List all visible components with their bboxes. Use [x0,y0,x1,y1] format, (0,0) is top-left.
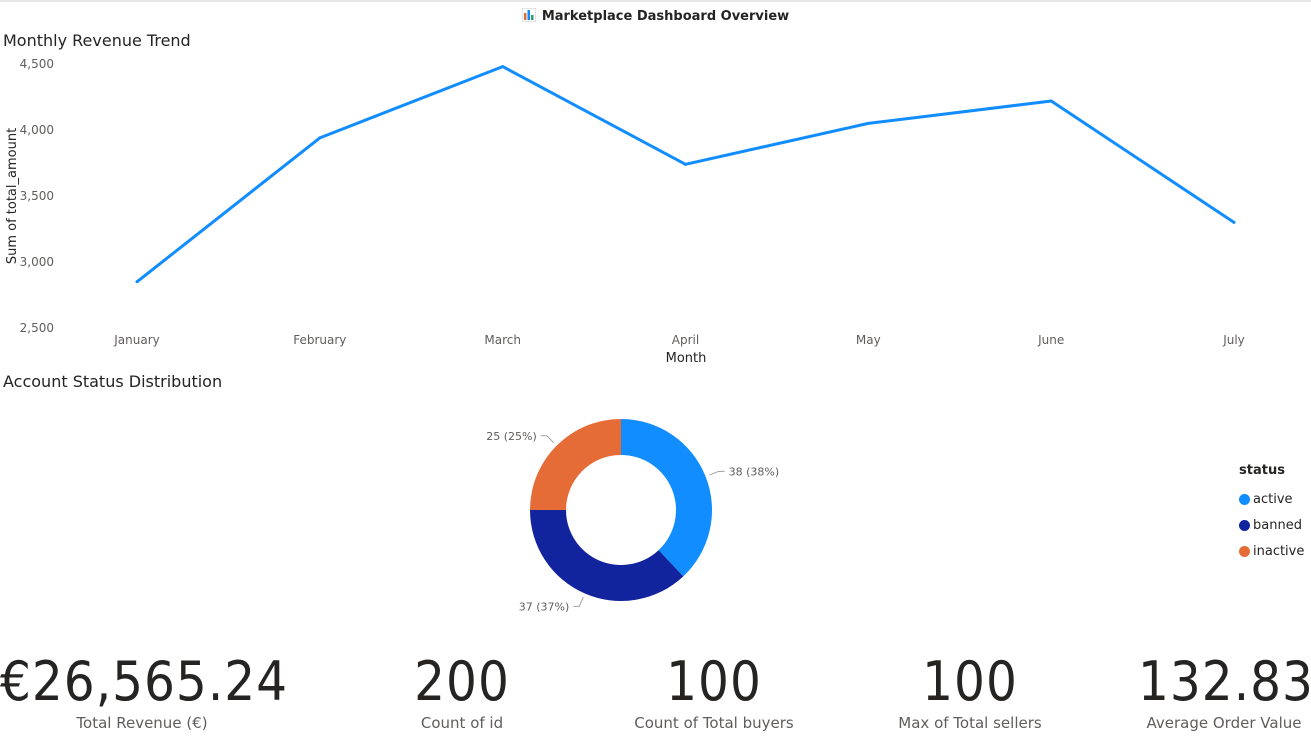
donut-slice-banned[interactable] [530,510,684,601]
legend-item-banned[interactable]: banned [1239,512,1304,538]
kpi-total-revenue-label: Total Revenue (€) [76,714,208,732]
data-point[interactable] [1232,220,1236,224]
page-title: Marketplace Dashboard Overview [0,8,1311,24]
legend-label-banned: banned [1253,517,1302,533]
x-tick-label: May [856,333,881,347]
x-tick-label: June [1037,333,1064,347]
kpi-total-revenue[interactable]: €26,565.24 Total Revenue (€) [0,650,289,732]
donut-slice-inactive[interactable] [530,419,621,510]
donut-data-label-banned: 37 (37%) [519,600,570,613]
donut-slice-active[interactable] [621,419,712,577]
legend-label-inactive: inactive [1253,543,1305,559]
status-donut-chart[interactable]: 38 (38%) 37 (37%) 25 (25%) [440,400,860,620]
legend-item-inactive[interactable]: inactive [1239,538,1304,564]
y-tick-label: 4,500 [20,57,54,71]
x-tick-label: March [484,333,521,347]
legend-dot-active [1239,493,1250,505]
legend-item-active[interactable]: active [1239,486,1304,512]
kpi-count-id-value: 200 [414,650,510,713]
revenue-line-chart[interactable]: 2,500 3,000 3,500 4,000 4,500 January Februar… [0,52,1311,370]
data-point[interactable] [501,65,505,69]
kpi-count-buyers-value: 100 [666,650,762,713]
x-tick-label: July [1222,333,1245,347]
kpi-average-order-value-label: Average Order Value [1146,714,1302,732]
x-axis-label: Month [666,351,707,366]
line-chart-title: Monthly Revenue Trend [3,31,191,50]
legend-dot-banned [1239,519,1250,531]
data-point[interactable] [684,162,687,166]
donut-data-label-inactive: 25 (25%) [486,430,537,443]
x-tick-label: January [113,333,160,347]
data-point[interactable] [135,280,139,284]
kpi-max-sellers-label: Max of Total sellers [898,714,1042,732]
x-tick-label: February [293,333,346,347]
kpi-max-sellers[interactable]: 100 Max of Total sellers [870,650,1070,732]
kpi-average-order-value-value: 132.83 [1138,650,1311,713]
legend-dot-inactive [1239,545,1250,557]
legend-label-active: active [1253,491,1293,507]
y-tick-label: 3,000 [20,255,54,269]
donut-data-label-active: 38 (38%) [729,465,780,478]
kpi-count-buyers[interactable]: 100 Count of Total buyers [614,650,814,732]
kpi-count-buyers-label: Count of Total buyers [634,714,794,732]
y-tick-label: 4,000 [20,123,54,137]
kpi-count-id[interactable]: 200 Count of id [362,650,562,732]
top-border [0,0,1311,2]
kpi-count-id-label: Count of id [420,714,504,732]
page-title-text: Marketplace Dashboard Overview [541,9,790,24]
kpi-max-sellers-value: 100 [922,650,1018,713]
leader-line [573,596,584,607]
legend-title: status [1239,463,1285,478]
kpi-average-order-value[interactable]: 132.83 Average Order Value [1138,650,1311,732]
x-tick-label: April [672,333,699,347]
status-legend: status active banned inactive [1239,463,1304,564]
donut-chart-title: Account Status Distribution [3,372,223,391]
leader-line [709,470,725,476]
kpi-total-revenue-value: €26,565.24 [0,650,289,713]
data-point[interactable] [318,136,322,140]
y-axis-label: Sum of total_amount [5,128,20,264]
revenue-series-line[interactable] [136,65,1235,283]
data-point[interactable] [1049,99,1053,103]
bar-chart-icon [521,8,536,22]
leader-line [540,435,555,444]
y-tick-label: 2,500 [20,321,54,335]
y-tick-label: 3,500 [20,189,54,203]
data-point[interactable] [866,121,870,125]
